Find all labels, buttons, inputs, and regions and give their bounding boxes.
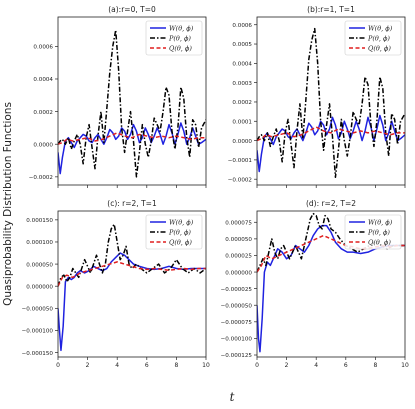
y-tick-label: −0.000125	[221, 353, 253, 359]
y-tick-label: 0.0004	[33, 77, 53, 83]
series-p-line	[58, 29, 206, 178]
y-tick-label: 0.0002	[232, 100, 252, 106]
y-tick-label: −0.0001	[228, 158, 253, 164]
subplot-title: (d): r=2, T=2	[306, 199, 356, 208]
y-tick-label: −0.000100	[221, 337, 253, 343]
y-tick-label: −0.0002	[228, 177, 252, 183]
legend-label-q: Q(θ, ϕ)	[169, 45, 192, 53]
legend-label-p: P(θ, ϕ)	[168, 35, 191, 43]
x-tick-label: 10	[202, 362, 210, 369]
series-p-line	[257, 27, 405, 179]
legend-label-q: Q(θ, ϕ)	[368, 45, 391, 53]
x-tick-label: 2	[285, 362, 289, 369]
y-tick-label: 0.0000	[232, 139, 252, 145]
x-tick-label: 0	[255, 362, 259, 369]
series-p-line	[257, 212, 405, 273]
y-tick-label: −0.000025	[221, 287, 253, 293]
y-axis-label: Quasiprobability Distribution Functions	[2, 102, 14, 306]
series-group	[58, 29, 206, 178]
series-w-line	[58, 252, 206, 352]
series-w-line	[58, 122, 206, 175]
x-tick-label: 6	[145, 362, 149, 369]
y-tick-label: 0.000000	[225, 270, 252, 276]
series-group	[257, 212, 405, 353]
y-tick-label: 0.0000	[33, 142, 53, 148]
series-group	[257, 27, 405, 179]
subplot-title: (c): r=2, T=1	[107, 199, 157, 208]
y-tick-label: −0.000075	[221, 320, 253, 326]
y-tick-label: 0.000025	[225, 254, 252, 260]
x-tick-label: 2	[86, 362, 90, 369]
series-w-line	[257, 114, 405, 173]
legend-label-p: P(θ, ϕ)	[367, 35, 390, 43]
axes-frame	[256, 16, 406, 186]
x-tick-label: 6	[344, 362, 348, 369]
legend: W(θ, ϕ) P(θ, ϕ) Q(θ, ϕ)	[145, 20, 203, 56]
legend-box	[344, 214, 402, 250]
x-tick-label: 8	[373, 362, 377, 369]
legend-label-p: P(θ, ϕ)	[367, 229, 390, 237]
y-tick-label: 0.000100	[26, 240, 53, 246]
x-tick-label: 10	[401, 362, 409, 369]
axes-frame	[57, 16, 207, 186]
subplot-3: (c): r=2, T=1 −0.000150 −0.000100 −0.000050…	[22, 199, 210, 369]
series-q-line	[257, 126, 405, 142]
legend-label-p: P(θ, ϕ)	[168, 229, 191, 237]
axes-frame	[57, 210, 207, 358]
y-tick-label: −0.000150	[22, 351, 54, 357]
series-q-line	[58, 132, 206, 145]
subplot-title: (b):r=1, T=1	[307, 5, 355, 14]
y-tick-label: −0.0002	[29, 175, 53, 181]
y-tick-label: 0.000050	[26, 262, 53, 268]
x-tick-label: 8	[174, 362, 178, 369]
legend-label-w: W(θ, ϕ)	[368, 219, 393, 227]
series-q-line	[257, 234, 405, 273]
y-tick-label: 0.0002	[33, 110, 53, 116]
y-tick-label: 0.0006	[33, 45, 53, 51]
y-tick-label: −0.000100	[22, 329, 54, 335]
subplot-4: (d): r=2, T=2 −0.000125 −0.000100 −0.000075…	[221, 199, 409, 369]
x-axis-label: t	[229, 390, 235, 404]
legend-label-q: Q(θ, ϕ)	[169, 239, 192, 247]
subplot-2: (b):r=1, T=1 −0.0002 −0.0001 0.0000 0.0001 0.…	[228, 5, 406, 188]
y-tick-label: 0.000000	[26, 284, 53, 290]
legend-box	[145, 214, 203, 250]
series-group	[58, 223, 206, 352]
y-tick-label: −0.000050	[22, 307, 54, 313]
legend-label-w: W(θ, ϕ)	[368, 25, 393, 33]
legend-box	[344, 20, 402, 56]
y-tick-label: 0.000150	[26, 218, 53, 224]
y-tick-label: −0.000050	[221, 303, 253, 309]
legend: W(θ, ϕ) P(θ, ϕ) Q(θ, ϕ)	[145, 214, 203, 250]
legend-label-w: W(θ, ϕ)	[169, 25, 194, 33]
y-tick-label: 0.0006	[232, 23, 252, 29]
legend-label-q: Q(θ, ϕ)	[368, 239, 391, 247]
y-tick-label: 0.0005	[232, 42, 252, 48]
legend-box	[145, 20, 203, 56]
y-tick-label: 0.000075	[225, 220, 252, 226]
legend: W(θ, ϕ) P(θ, ϕ) Q(θ, ϕ)	[344, 214, 402, 250]
y-axis-label-container: Quasiprobability Distribution Functions	[0, 0, 16, 409]
y-tick-label: 0.0003	[232, 81, 252, 87]
axes-frame	[256, 210, 406, 358]
subplot-title: (a):r=0, T=0	[108, 5, 156, 14]
y-tick-label: 0.000050	[225, 237, 252, 243]
x-tick-label: 4	[314, 362, 318, 369]
subplot-1: (a):r=0, T=0 −0.0002 0.0000 0.0002 0.0004 0.0…	[29, 5, 207, 188]
y-tick-label: 0.0004	[232, 62, 252, 68]
y-tick-label: 0.0001	[232, 119, 252, 125]
x-tick-label: 0	[56, 362, 60, 369]
legend-label-w: W(θ, ϕ)	[169, 219, 194, 227]
x-tick-label: 4	[115, 362, 119, 369]
legend: W(θ, ϕ) P(θ, ϕ) Q(θ, ϕ)	[344, 20, 402, 56]
series-q-line	[58, 261, 206, 287]
